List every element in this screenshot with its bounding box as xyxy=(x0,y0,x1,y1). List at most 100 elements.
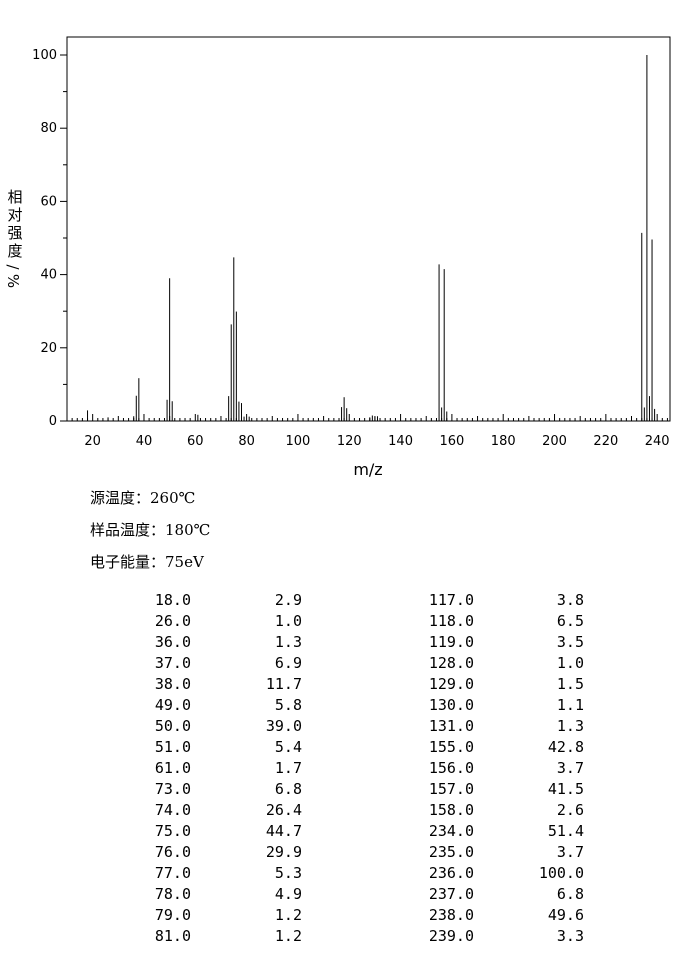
x-axis-label: m/z xyxy=(353,460,382,479)
intensity-cell: 26.4 xyxy=(265,801,302,819)
table-row: 36.0 1.3 119.0 3.5 xyxy=(0,633,696,654)
table-row: 61.0 1.7 156.0 3.7 xyxy=(0,759,696,780)
intensity-cell: 5.8 xyxy=(274,696,302,714)
x-tick-label: 100 xyxy=(286,434,311,449)
sample-temperature: 样品温度：180℃ xyxy=(90,521,211,539)
mz-cell: 79.0 xyxy=(154,906,191,924)
intensity-cell: 3.8 xyxy=(556,591,584,609)
x-tick-label: 240 xyxy=(645,434,670,449)
table-row: 49.0 5.8 130.0 1.1 xyxy=(0,696,696,717)
x-tick-label: 180 xyxy=(491,434,516,449)
mz-cell: 237.0 xyxy=(428,885,474,903)
intensity-cell: 6.8 xyxy=(556,885,584,903)
x-tick-label: 200 xyxy=(542,434,567,449)
peak-table: 18.0 2.9 117.0 3.8 26.0 1.0 118.0 6.5 36.0 1.3 119… xyxy=(0,591,696,948)
x-tick-label: 40 xyxy=(136,434,153,449)
table-row: 73.0 6.8 157.0 41.5 xyxy=(0,780,696,801)
intensity-cell: 1.5 xyxy=(556,675,584,693)
mz-cell: 73.0 xyxy=(154,780,191,798)
mz-cell: 26.0 xyxy=(154,612,191,630)
plot-frame xyxy=(66,36,671,422)
mz-cell: 36.0 xyxy=(154,633,191,651)
source-temperature: 源温度：260℃ xyxy=(90,489,196,507)
mz-cell: 50.0 xyxy=(154,717,191,735)
table-row: 75.0 44.7 234.0 51.4 xyxy=(0,822,696,843)
mz-cell: 234.0 xyxy=(428,822,474,840)
intensity-cell: 3.3 xyxy=(556,927,584,945)
mz-cell: 77.0 xyxy=(154,864,191,882)
intensity-cell: 1.0 xyxy=(556,654,584,672)
mz-cell: 117.0 xyxy=(428,591,474,609)
intensity-cell: 42.8 xyxy=(547,738,584,756)
intensity-cell: 1.7 xyxy=(274,759,302,777)
table-row: 51.0 5.4 155.0 42.8 xyxy=(0,738,696,759)
mz-cell: 76.0 xyxy=(154,843,191,861)
intensity-cell: 41.5 xyxy=(547,780,584,798)
intensity-cell: 6.5 xyxy=(556,612,584,630)
table-row: 81.0 1.2 239.0 3.3 xyxy=(0,927,696,948)
mz-cell: 75.0 xyxy=(154,822,191,840)
electron-energy: 电子能量：75eV xyxy=(90,553,204,571)
mz-cell: 130.0 xyxy=(428,696,474,714)
spectrum-peaks xyxy=(87,55,656,421)
mz-cell: 235.0 xyxy=(428,843,474,861)
x-tick-label: 220 xyxy=(593,434,618,449)
mz-cell: 157.0 xyxy=(428,780,474,798)
mz-cell: 119.0 xyxy=(428,633,474,651)
x-tick-label: 60 xyxy=(187,434,204,449)
x-tick-label: 80 xyxy=(238,434,255,449)
x-tick-label: 160 xyxy=(439,434,464,449)
intensity-cell: 1.1 xyxy=(556,696,584,714)
mz-cell: 158.0 xyxy=(428,801,474,819)
table-row: 50.0 39.0 131.0 1.3 xyxy=(0,717,696,738)
table-row: 18.0 2.9 117.0 3.8 xyxy=(0,591,696,612)
mz-cell: 78.0 xyxy=(154,885,191,903)
intensity-cell: 2.9 xyxy=(274,591,302,609)
intensity-cell: 51.4 xyxy=(547,822,584,840)
intensity-cell: 3.7 xyxy=(556,759,584,777)
y-tick-label: 100 xyxy=(32,48,57,63)
mz-cell: 74.0 xyxy=(154,801,191,819)
intensity-cell: 3.7 xyxy=(556,843,584,861)
mz-cell: 238.0 xyxy=(428,906,474,924)
y-axis-label: 相对强度 /% xyxy=(4,188,24,289)
intensity-cell: 44.7 xyxy=(265,822,302,840)
table-row: 77.0 5.3 236.0 100.0 xyxy=(0,864,696,885)
intensity-cell: 100.0 xyxy=(538,864,584,882)
mz-cell: 129.0 xyxy=(428,675,474,693)
x-tick-label: 120 xyxy=(337,434,362,449)
mz-cell: 37.0 xyxy=(154,654,191,672)
y-axis-label-char: 度 xyxy=(7,242,23,260)
mz-cell: 51.0 xyxy=(154,738,191,756)
y-axis-label-char: % xyxy=(4,273,22,289)
mz-cell: 18.0 xyxy=(154,591,191,609)
mz-cell: 131.0 xyxy=(428,717,474,735)
y-axis-label-char: 相 xyxy=(7,188,23,206)
mz-cell: 38.0 xyxy=(154,675,191,693)
table-row: 37.0 6.9 128.0 1.0 xyxy=(0,654,696,675)
intensity-cell: 39.0 xyxy=(265,717,302,735)
table-row: 78.0 4.9 237.0 6.8 xyxy=(0,885,696,906)
intensity-cell: 5.4 xyxy=(274,738,302,756)
intensity-cell: 1.3 xyxy=(274,633,302,651)
mz-cell: 49.0 xyxy=(154,696,191,714)
table-row: 76.0 29.9 235.0 3.7 xyxy=(0,843,696,864)
table-row: 74.0 26.4 158.0 2.6 xyxy=(0,801,696,822)
intensity-cell: 29.9 xyxy=(265,843,302,861)
y-tick-label: 0 xyxy=(49,414,57,429)
intensity-cell: 1.2 xyxy=(274,906,302,924)
intensity-cell: 1.0 xyxy=(274,612,302,630)
y-tick-label: 20 xyxy=(40,341,57,356)
table-row: 26.0 1.0 118.0 6.5 xyxy=(0,612,696,633)
intensity-cell: 2.6 xyxy=(556,801,584,819)
mz-cell: 61.0 xyxy=(154,759,191,777)
intensity-cell: 1.2 xyxy=(274,927,302,945)
intensity-cell: 4.9 xyxy=(274,885,302,903)
mz-cell: 239.0 xyxy=(428,927,474,945)
x-axis: 20 40 60 80 100 120 140 160 180 200 220 240 xyxy=(66,414,670,449)
mz-cell: 81.0 xyxy=(154,927,191,945)
intensity-cell: 6.9 xyxy=(274,654,302,672)
intensity-cell: 6.8 xyxy=(274,780,302,798)
mz-cell: 156.0 xyxy=(428,759,474,777)
